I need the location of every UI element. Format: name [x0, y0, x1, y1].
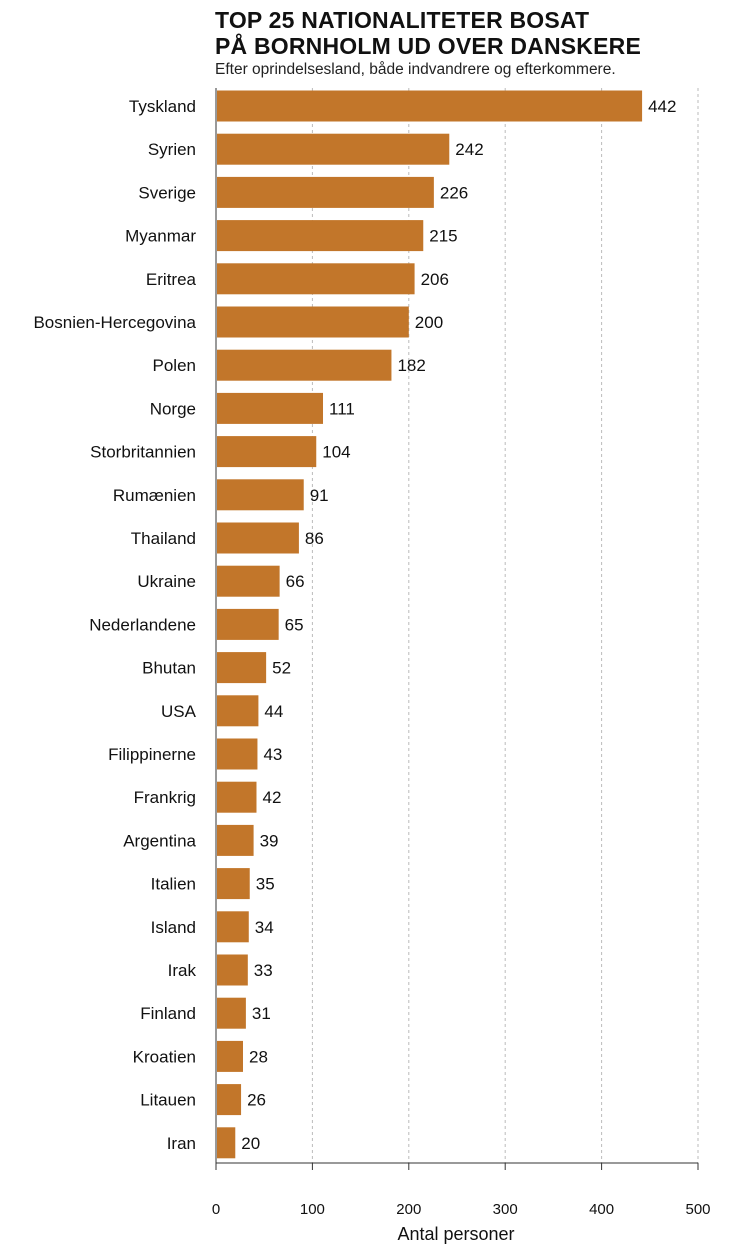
bar [217, 349, 392, 381]
bar [217, 1084, 242, 1116]
value-label: 28 [249, 1047, 268, 1066]
value-label: 42 [262, 788, 281, 807]
value-label: 242 [455, 140, 483, 159]
value-label: 182 [397, 356, 425, 375]
x-tick-label: 100 [300, 1201, 325, 1218]
value-label: 20 [241, 1134, 260, 1153]
bar [217, 176, 434, 208]
bar [217, 868, 250, 900]
category-label: Argentina [123, 831, 196, 850]
value-label: 200 [415, 313, 443, 332]
bar [217, 1127, 236, 1159]
bar [217, 522, 299, 554]
category-label: Rumænien [113, 486, 196, 505]
bar [217, 133, 450, 165]
bar [217, 997, 246, 1029]
x-tick-label: 400 [589, 1201, 614, 1218]
value-label: 206 [421, 270, 449, 289]
category-label: Island [151, 918, 196, 937]
category-label: Italien [151, 875, 196, 894]
x-tick-label: 200 [396, 1201, 421, 1218]
value-label: 39 [260, 831, 279, 850]
bar [217, 954, 248, 986]
category-label: Finland [140, 1004, 196, 1023]
value-label: 65 [285, 615, 304, 634]
bar [217, 263, 415, 295]
bar [217, 479, 304, 511]
bar [217, 392, 324, 424]
value-labels: 442 242 226 215 206 200 182 111 104 91 86 66 65 52 44 4… [241, 97, 676, 1153]
bar [217, 608, 279, 640]
bar [217, 436, 317, 468]
category-label: Litauen [140, 1091, 196, 1110]
category-label: Syrien [148, 140, 196, 159]
x-tick-label: 0 [212, 1201, 220, 1218]
value-label: 35 [256, 875, 275, 894]
value-label: 215 [429, 227, 457, 246]
value-label: 33 [254, 961, 273, 980]
category-label: Norge [150, 399, 196, 418]
bar [217, 652, 267, 684]
bar [217, 1040, 243, 1072]
category-label: Bosnien-Hercegovina [33, 313, 196, 332]
chart-subtitle: Efter oprindelsesland, både indvandrere … [215, 61, 616, 78]
bar [217, 695, 259, 727]
value-label: 52 [272, 659, 291, 678]
bar [217, 781, 257, 813]
chart-title: TOP 25 NATIONALITETER BOSAT PÅ BORNHOLM … [215, 7, 642, 59]
bar [217, 90, 643, 122]
value-label: 44 [264, 702, 283, 721]
x-axis: 0 100 200 300 400 500 [212, 88, 711, 1218]
value-label: 104 [322, 443, 350, 462]
bar [217, 220, 424, 252]
category-label: Frankrig [134, 788, 196, 807]
bar [217, 565, 280, 597]
x-tick-label: 500 [685, 1201, 710, 1218]
category-label: Tyskland [129, 97, 196, 116]
value-label: 442 [648, 97, 676, 116]
category-label: Iran [167, 1134, 196, 1153]
value-label: 43 [263, 745, 282, 764]
category-labels: Tyskland Syrien Sverige Myanmar Eritrea Bosni… [33, 97, 196, 1153]
category-label: Filippinerne [108, 745, 196, 764]
category-label: Sverige [138, 183, 196, 202]
value-label: 111 [329, 399, 355, 418]
category-label: Kroatien [133, 1047, 196, 1066]
category-label: Bhutan [142, 659, 196, 678]
category-label: USA [161, 702, 197, 721]
category-label: Irak [168, 961, 197, 980]
value-label: 34 [255, 918, 274, 937]
x-axis-title: Antal personer [397, 1224, 514, 1244]
category-label: Myanmar [125, 227, 196, 246]
category-label: Eritrea [146, 270, 197, 289]
value-label: 86 [305, 529, 324, 548]
category-label: Ukraine [137, 572, 196, 591]
value-label: 26 [247, 1091, 266, 1110]
bar [217, 824, 254, 856]
value-label: 66 [286, 572, 305, 591]
category-label: Nederlandene [89, 615, 196, 634]
category-label: Thailand [131, 529, 196, 548]
gridlines [311, 88, 699, 1163]
x-tick-label: 300 [493, 1201, 518, 1218]
category-label: Polen [153, 356, 196, 375]
value-label: 91 [310, 486, 329, 505]
bar [217, 911, 249, 943]
value-label: 226 [440, 183, 468, 202]
category-label: Storbritannien [90, 443, 196, 462]
bar [217, 738, 258, 770]
value-label: 31 [252, 1004, 271, 1023]
bar [217, 306, 409, 338]
bars [217, 90, 643, 1159]
